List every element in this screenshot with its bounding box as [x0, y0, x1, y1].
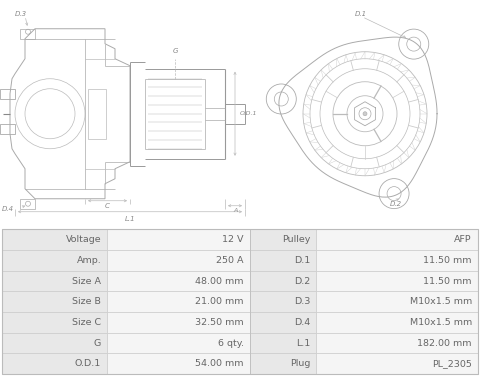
- FancyBboxPatch shape: [2, 312, 107, 333]
- Text: 182.00 mm: 182.00 mm: [418, 339, 472, 347]
- Text: Size A: Size A: [72, 277, 101, 285]
- FancyBboxPatch shape: [250, 271, 316, 291]
- FancyBboxPatch shape: [316, 250, 478, 271]
- FancyBboxPatch shape: [316, 312, 478, 333]
- Text: 32.50 mm: 32.50 mm: [195, 318, 244, 327]
- FancyBboxPatch shape: [107, 353, 250, 374]
- Text: D.4: D.4: [294, 318, 311, 327]
- Text: AFP: AFP: [454, 235, 472, 244]
- Text: L.1: L.1: [125, 216, 135, 222]
- Text: D.3: D.3: [294, 297, 311, 306]
- Text: 11.50 mm: 11.50 mm: [423, 277, 472, 285]
- Text: Amp.: Amp.: [76, 256, 101, 265]
- Text: M10x1.5 mm: M10x1.5 mm: [409, 297, 472, 306]
- FancyBboxPatch shape: [2, 333, 107, 353]
- Text: O.D.1: O.D.1: [240, 111, 257, 116]
- Text: 12 V: 12 V: [222, 235, 244, 244]
- Text: D.4: D.4: [2, 206, 14, 212]
- FancyBboxPatch shape: [2, 353, 107, 374]
- Text: C: C: [105, 203, 110, 209]
- Text: Plug: Plug: [290, 359, 311, 368]
- FancyBboxPatch shape: [316, 291, 478, 312]
- Text: G: G: [94, 339, 101, 347]
- FancyBboxPatch shape: [2, 250, 107, 271]
- FancyBboxPatch shape: [316, 353, 478, 374]
- Bar: [88, 89, 106, 139]
- Text: A: A: [233, 208, 237, 213]
- FancyBboxPatch shape: [250, 250, 316, 271]
- FancyBboxPatch shape: [316, 271, 478, 291]
- Text: 54.00 mm: 54.00 mm: [195, 359, 244, 368]
- Text: L.1: L.1: [296, 339, 311, 347]
- FancyBboxPatch shape: [107, 250, 250, 271]
- FancyBboxPatch shape: [250, 333, 316, 353]
- Text: Pulley: Pulley: [282, 235, 311, 244]
- Text: M10x1.5 mm: M10x1.5 mm: [409, 318, 472, 327]
- Text: G: G: [172, 48, 178, 54]
- Text: 6 qty.: 6 qty.: [218, 339, 244, 347]
- FancyBboxPatch shape: [107, 271, 250, 291]
- Text: D.1: D.1: [294, 256, 311, 265]
- Text: Size B: Size B: [72, 297, 101, 306]
- Bar: [20, 199, 35, 209]
- Text: PL_2305: PL_2305: [432, 359, 472, 368]
- FancyBboxPatch shape: [2, 291, 107, 312]
- Text: 48.00 mm: 48.00 mm: [195, 277, 244, 285]
- Text: 11.50 mm: 11.50 mm: [423, 256, 472, 265]
- FancyBboxPatch shape: [107, 333, 250, 353]
- Circle shape: [363, 112, 367, 116]
- FancyBboxPatch shape: [250, 353, 316, 374]
- FancyBboxPatch shape: [250, 312, 316, 333]
- FancyBboxPatch shape: [316, 229, 478, 250]
- Text: D.1: D.1: [355, 11, 367, 17]
- FancyBboxPatch shape: [2, 271, 107, 291]
- FancyBboxPatch shape: [107, 229, 250, 250]
- Text: D.2: D.2: [390, 201, 402, 207]
- Text: Voltage: Voltage: [66, 235, 101, 244]
- Bar: [0, 89, 15, 99]
- Text: D.3: D.3: [15, 11, 27, 17]
- FancyBboxPatch shape: [250, 291, 316, 312]
- Text: 21.00 mm: 21.00 mm: [195, 297, 244, 306]
- Text: 250 A: 250 A: [216, 256, 244, 265]
- Bar: [20, 29, 35, 39]
- FancyBboxPatch shape: [107, 291, 250, 312]
- Text: D.2: D.2: [294, 277, 311, 285]
- Text: Size C: Size C: [72, 318, 101, 327]
- FancyBboxPatch shape: [316, 333, 478, 353]
- FancyBboxPatch shape: [107, 312, 250, 333]
- Text: O.D.1: O.D.1: [75, 359, 101, 368]
- FancyBboxPatch shape: [2, 229, 107, 250]
- Bar: [0, 124, 15, 134]
- FancyBboxPatch shape: [250, 229, 316, 250]
